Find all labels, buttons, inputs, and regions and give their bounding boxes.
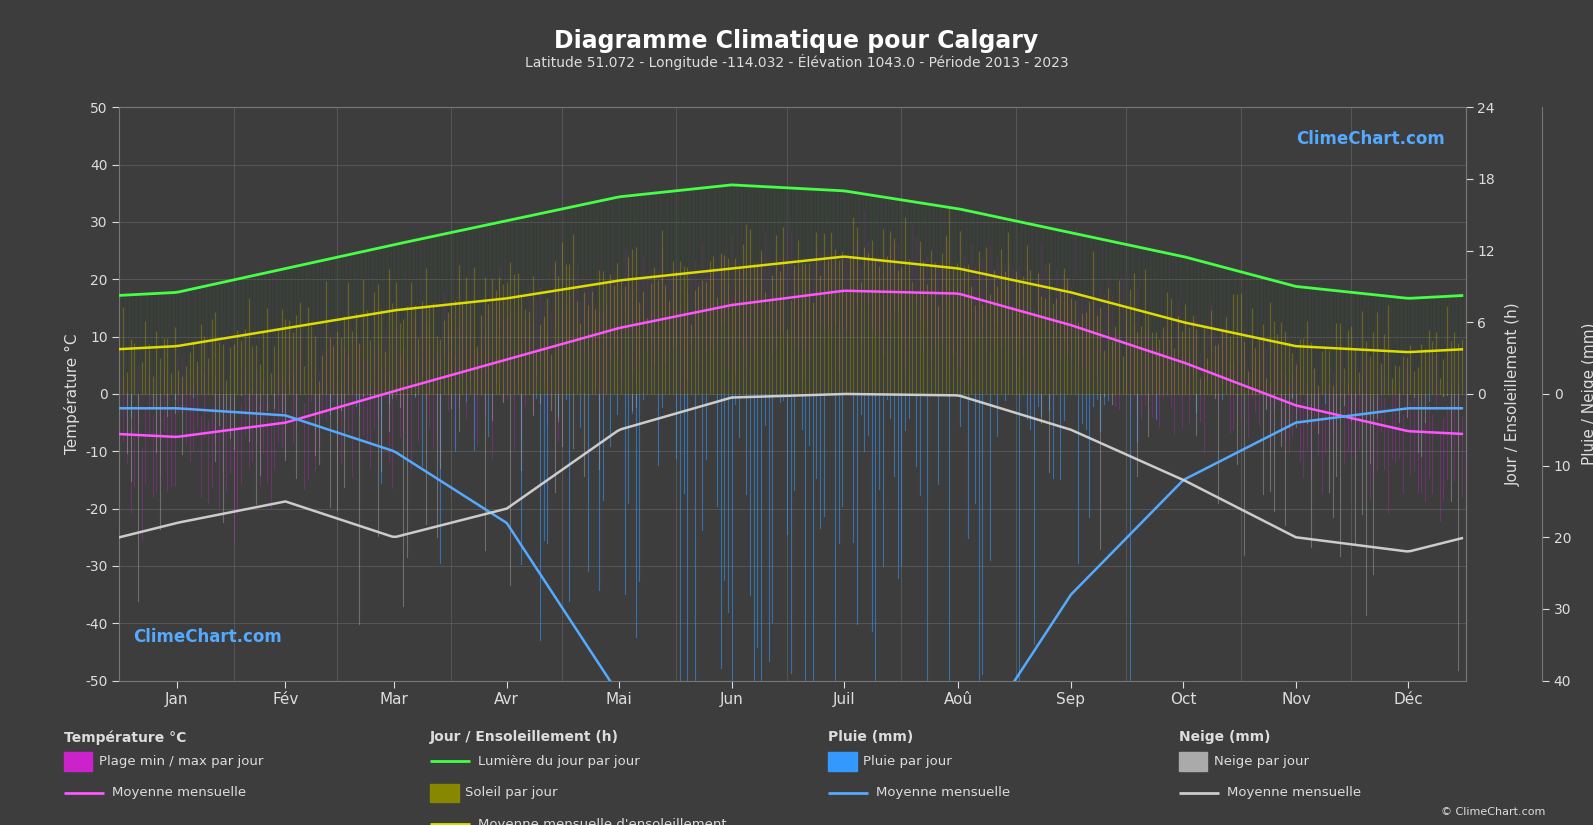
Text: Moyenne mensuelle d'ensoleillement: Moyenne mensuelle d'ensoleillement (478, 818, 726, 825)
Text: Neige par jour: Neige par jour (1214, 755, 1309, 768)
Y-axis label: Pluie / Neige (mm): Pluie / Neige (mm) (1582, 323, 1593, 465)
Text: Moyenne mensuelle: Moyenne mensuelle (876, 786, 1010, 799)
Text: © ClimeChart.com: © ClimeChart.com (1440, 807, 1545, 817)
Text: Moyenne mensuelle: Moyenne mensuelle (112, 786, 245, 799)
Text: Soleil par jour: Soleil par jour (465, 786, 558, 799)
Text: Température °C: Température °C (64, 730, 186, 745)
Text: Pluie par jour: Pluie par jour (863, 755, 953, 768)
Text: ClimeChart.com: ClimeChart.com (132, 628, 282, 646)
Y-axis label: Jour / Ensoleillement (h): Jour / Ensoleillement (h) (1507, 302, 1521, 486)
Text: Latitude 51.072 - Longitude -114.032 - Élévation 1043.0 - Période 2013 - 2023: Latitude 51.072 - Longitude -114.032 - É… (524, 54, 1069, 69)
Text: Lumière du jour par jour: Lumière du jour par jour (478, 755, 640, 768)
Text: Jour / Ensoleillement (h): Jour / Ensoleillement (h) (430, 730, 620, 744)
Text: ClimeChart.com: ClimeChart.com (1297, 130, 1445, 148)
Text: Plage min / max par jour: Plage min / max par jour (99, 755, 263, 768)
Text: Moyenne mensuelle: Moyenne mensuelle (1227, 786, 1360, 799)
Text: Neige (mm): Neige (mm) (1179, 730, 1270, 744)
Y-axis label: Température °C: Température °C (64, 333, 80, 455)
Text: Diagramme Climatique pour Calgary: Diagramme Climatique pour Calgary (554, 29, 1039, 53)
Text: Pluie (mm): Pluie (mm) (828, 730, 914, 744)
